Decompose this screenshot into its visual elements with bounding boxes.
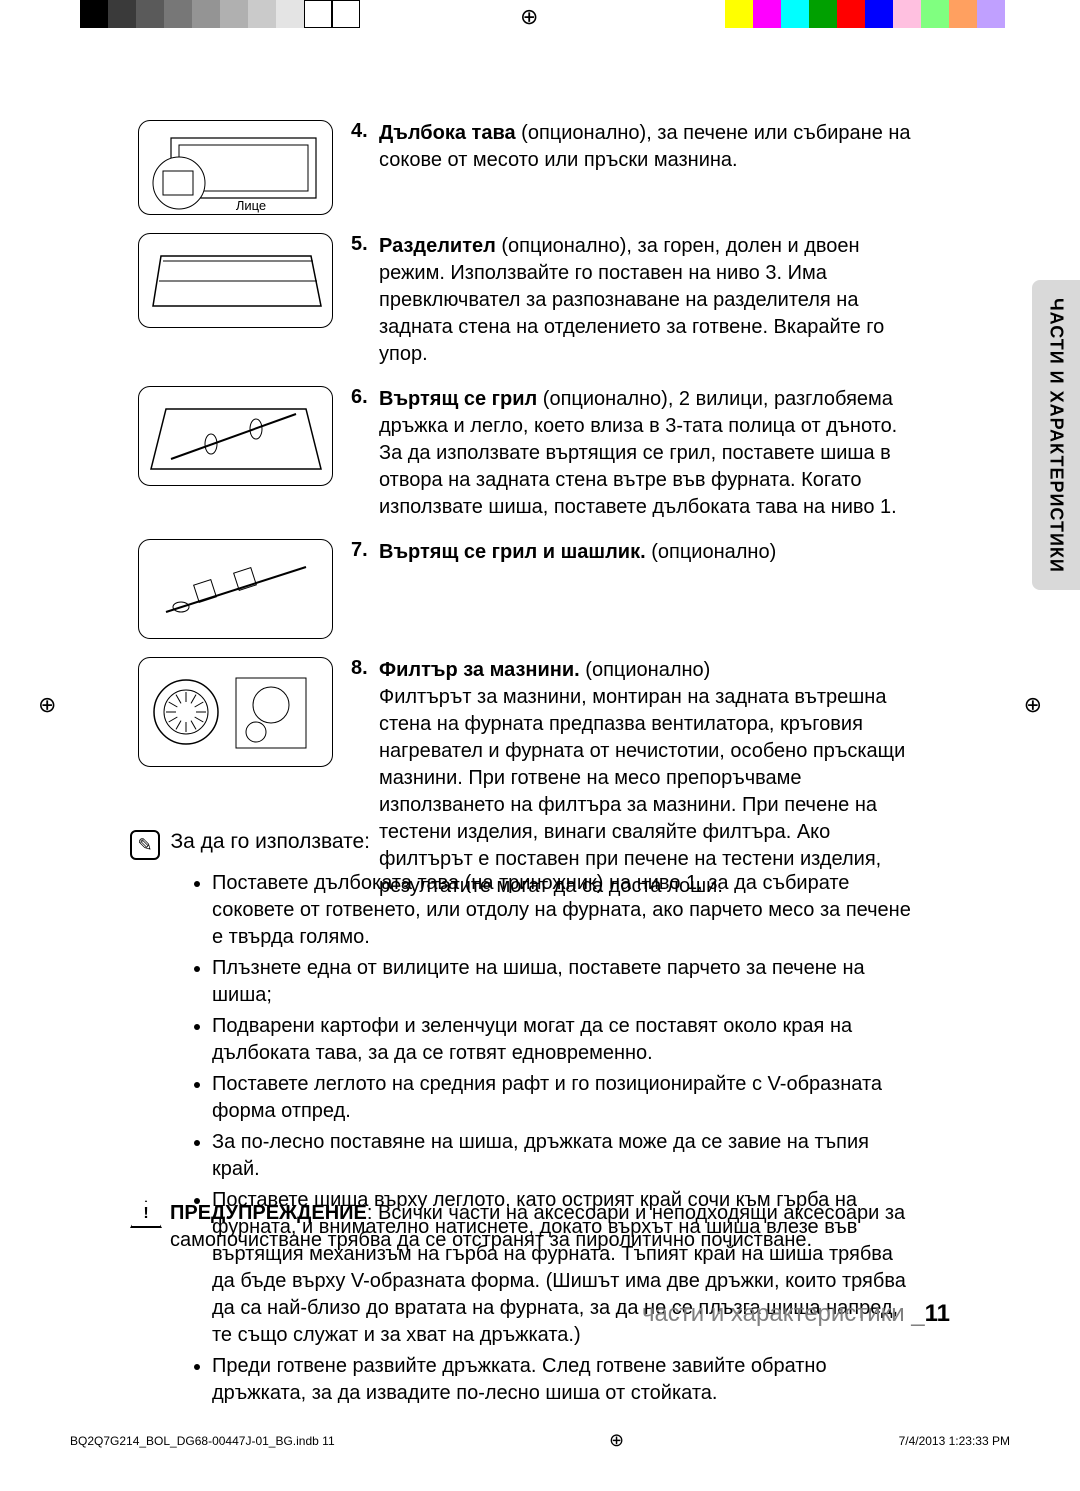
warning-icon xyxy=(130,1200,162,1228)
note-intro: За да го използвате: xyxy=(170,830,370,853)
bullet-item: За по-лесно поставяне на шиша, дръжката … xyxy=(212,1129,920,1183)
item-row: Лице 4.Дълбока тава (опционално), за пече… xyxy=(138,120,918,215)
svg-text:Лице: Лице xyxy=(235,198,265,213)
bullet-item: Поставете дълбоката тава (на триножник) … xyxy=(212,870,920,951)
illustration xyxy=(138,539,333,639)
side-tab-label: ЧАСТИ И ХАРАКТЕРИСТИКИ xyxy=(1046,298,1067,573)
item-row: 7.Въртящ се грил и шашлик. (опционално) xyxy=(138,539,918,639)
warning-section: ПРЕДУПРЕЖДЕНИЕ: Всички части на аксесоар… xyxy=(130,1200,920,1254)
item-row: 5.Разделител (опционално), за горен, дол… xyxy=(138,233,918,368)
illustration xyxy=(138,233,333,328)
main-content: Лице 4.Дълбока тава (опционално), за пече… xyxy=(138,120,918,918)
item-number: 7. xyxy=(351,539,379,566)
illustration xyxy=(138,657,333,767)
item-description: Разделител (опционално), за горен, долен… xyxy=(379,233,918,368)
footer-title: части и характеристики _11 xyxy=(642,1300,950,1328)
item-row: 6.Въртящ се грил (опционално), 2 вилици,… xyxy=(138,386,918,521)
bullet-item: Преди готвене развийте дръжката. След го… xyxy=(212,1353,920,1407)
registration-mark-left: ⊕ xyxy=(38,692,56,718)
print-footer: BQ2Q7G214_BOL_DG68-00447J-01_BG.indb 11 … xyxy=(70,1430,1010,1451)
bullet-item: Плъзнете една от вилиците на шиша, поста… xyxy=(212,955,920,1009)
item-number: 6. xyxy=(351,386,379,521)
registration-mark-bottom: ⊕ xyxy=(609,1430,624,1451)
registration-mark-top: ⊕ xyxy=(520,4,538,30)
colorbar-left xyxy=(80,0,360,28)
item-number: 5. xyxy=(351,233,379,368)
bullet-item: Подварени картофи и зеленчуци могат да с… xyxy=(212,1013,920,1067)
registration-mark-right: ⊕ xyxy=(1024,692,1042,718)
item-description: Дълбока тава (опционално), за печене или… xyxy=(379,120,918,174)
print-datetime: 7/4/2013 1:23:33 PM xyxy=(899,1434,1010,1448)
note-icon: ✎ xyxy=(130,830,160,860)
item-description: Въртящ се грил и шашлик. (опционално) xyxy=(379,539,776,566)
illustration: Лице xyxy=(138,120,333,215)
item-description: Въртящ се грил (опционално), 2 вилици, р… xyxy=(379,386,918,521)
item-number: 4. xyxy=(351,120,379,174)
illustration xyxy=(138,386,333,486)
side-tab: ЧАСТИ И ХАРАКТЕРИСТИКИ xyxy=(1032,280,1080,590)
print-file: BQ2Q7G214_BOL_DG68-00447J-01_BG.indb 11 xyxy=(70,1434,335,1448)
warning-text: ПРЕДУПРЕЖДЕНИЕ: Всички части на аксесоар… xyxy=(170,1200,920,1254)
colorbar-right xyxy=(725,0,1005,28)
bullet-item: Поставете леглото на средния рафт и го п… xyxy=(212,1071,920,1125)
